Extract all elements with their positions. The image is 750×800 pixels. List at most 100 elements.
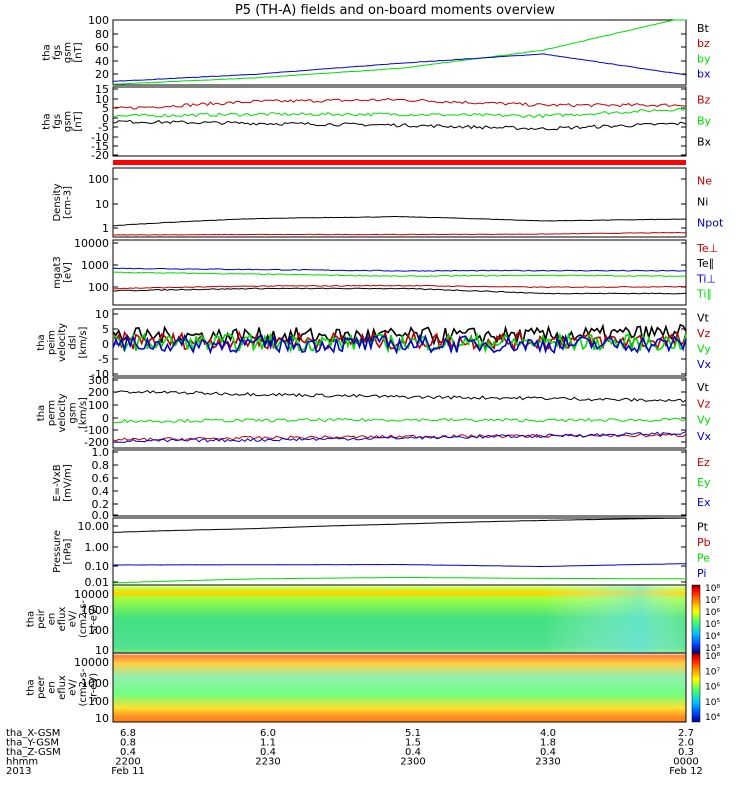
y-axis-label: sr-eV) [89, 673, 100, 702]
status-bar [113, 160, 686, 165]
y-axis-label: [cm-3] [62, 186, 73, 219]
colorbar-tick-label: 10⁶ [705, 608, 720, 618]
spectrogram [113, 653, 686, 722]
y-axis-label: [mV/m] [62, 464, 73, 502]
x-tick-label: 2230 [255, 757, 280, 768]
start-date-label: Feb 11 [111, 766, 145, 777]
legend-label: Vx [697, 430, 712, 443]
x-tick-label: 2.0 [678, 738, 694, 749]
y-axis-label: en [47, 681, 58, 694]
y-tick-label: -15 [91, 140, 109, 153]
y-tick-label: 0.0 [92, 509, 110, 522]
y-axis-label: eV/ [68, 679, 79, 696]
y-tick-label: 300 [88, 374, 109, 387]
panel-frame [112, 167, 687, 238]
y-axis-label: peim [47, 330, 58, 355]
colorbar [691, 652, 701, 723]
colorbar-tick-label: 10⁵ [705, 620, 720, 630]
panel-frame [112, 19, 687, 86]
series-line [112, 231, 686, 236]
y-tick-label: 0 [102, 112, 109, 125]
y-tick-label: 10 [95, 712, 109, 725]
y-tick-label: 10000 [74, 656, 109, 669]
y-axis-label: fgs [52, 45, 63, 60]
series-line [112, 433, 687, 442]
series-line [112, 417, 687, 424]
series-line [112, 97, 687, 110]
legend-label: Te∥ [696, 257, 714, 270]
y-axis-label: [nT] [73, 111, 84, 131]
x-axis-row-label: hhmm [6, 757, 38, 768]
legend-label: Te⊥ [696, 242, 718, 255]
colorbar-tick-label: 10⁸ [705, 584, 720, 594]
y-tick-label: 0 [102, 338, 109, 351]
legend-label: Vy [697, 414, 711, 427]
y-axis-label: gsm [62, 42, 73, 63]
y-tick-label: -10 [91, 131, 109, 144]
y-tick-label: 5 [102, 323, 109, 336]
legend-label: Ni [697, 196, 708, 209]
y-axis-label: [eV] [62, 262, 73, 283]
y-axis-label: peer [36, 675, 47, 699]
x-tick-label: 6.0 [260, 728, 276, 739]
panel-peer-spec: tha peer en eflux eV/(cm2-s-sr-eV) 10000 1000 1… [26, 652, 721, 725]
y-tick-label: -20 [91, 149, 109, 162]
legend-label: Vz [697, 327, 711, 340]
x-tick-label: 1.1 [260, 738, 276, 749]
colorbar [691, 584, 701, 654]
y-axis-label: gsm [68, 402, 79, 423]
colorbar-tick-label: 10⁶ [705, 683, 720, 693]
y-axis-label: velocity [57, 323, 68, 362]
y-tick-label: -100 [84, 424, 109, 437]
series-line [112, 333, 687, 355]
colorbar-tick-label: 10⁷ [705, 667, 720, 677]
legend-label: Ti∥ [696, 287, 712, 300]
colorbar-tick-label: 10⁸ [705, 652, 720, 662]
y-tick-label: -10 [91, 368, 109, 381]
x-tick-label: 0000 [673, 757, 698, 768]
y-tick-label: 100 [88, 695, 109, 708]
y-tick-label: 100 [88, 14, 109, 27]
legend-label: Vy [697, 343, 711, 356]
colorbar-tick-label: 10⁴ [705, 713, 720, 723]
series-line [112, 390, 687, 403]
y-axis-label: tha [26, 611, 37, 627]
panel-pressure: Pressure [nPa] 10.00 1.00 0.10 0.01 Pt Pb Pe Pi [52, 517, 711, 589]
panel-density: Density [cm-3] 100 10 1 Ne Ni Npot [52, 167, 724, 238]
legend-label: Ez [697, 456, 710, 469]
panel-temperature: mgat3 [eV] 10000 1000 100 Te⊥ Te∥ Ti⊥ Ti∥ [52, 237, 718, 306]
y-tick-label: 10000 [74, 588, 109, 601]
series-line [112, 284, 687, 290]
end-date-label: Feb 12 [669, 766, 703, 777]
y-axis-label: en [47, 613, 58, 626]
panel-efield: E=-VxB [mV/m] 1.00.80.60.40.20.0 Ez Ey Ex [52, 446, 711, 522]
x-tick-label: 2200 [115, 757, 140, 768]
x-tick-label: 0.4 [540, 747, 556, 758]
y-tick-label: -5 [98, 121, 109, 134]
legend-label: Ex [697, 496, 711, 509]
y-axis-label: Density [52, 183, 63, 221]
panel-frame [112, 239, 687, 306]
y-tick-label: 10.00 [78, 520, 110, 533]
legend-label: Ti⊥ [696, 272, 716, 285]
panel-peim-velocity: tha peim velocity dsl [km/s] 10 5 0 -5 -10 Vt Vz Vy V… [36, 308, 712, 381]
y-tick-label: 1000 [81, 677, 109, 690]
panel-peir-spec: tha peir en eflux eV/(cm2-s-sr-eV) 10000 1000 1… [26, 584, 721, 657]
y-axis-label: [nPa] [62, 538, 73, 564]
y-axis-label: (cm2-s- [78, 668, 89, 706]
y-axis-label: tha [26, 679, 37, 695]
y-axis-label: [nT] [73, 42, 84, 62]
y-axis-label: eflux [57, 675, 68, 700]
x-tick-label: 0.4 [120, 747, 136, 758]
y-axis-label: perm [47, 400, 58, 426]
panel-frame [112, 449, 687, 517]
y-axis-label: tha [41, 113, 52, 129]
colorbar-tick-label: 10⁷ [705, 596, 720, 606]
series-line [112, 267, 687, 272]
y-tick-label: 15 [95, 83, 109, 96]
legend-label: Vt [697, 381, 710, 394]
series-line [112, 287, 686, 295]
x-tick-label: 2.7 [678, 728, 694, 739]
year-label: 2013 [6, 766, 31, 777]
legend-label: Pb [697, 536, 711, 549]
